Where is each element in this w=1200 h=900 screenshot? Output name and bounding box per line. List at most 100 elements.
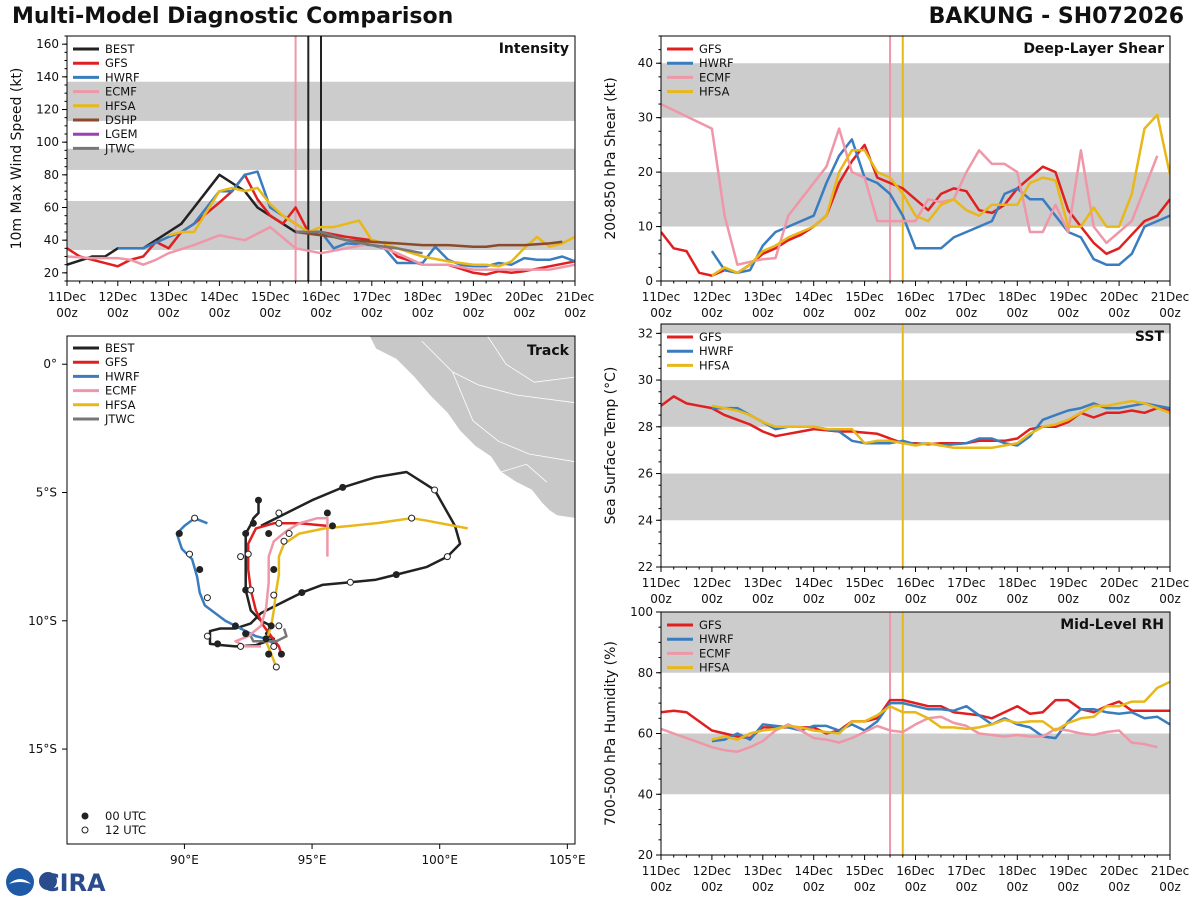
legend-label: ECMF bbox=[105, 85, 137, 99]
marker-00utc bbox=[265, 650, 273, 658]
x-tick-label: 00z bbox=[1057, 306, 1079, 320]
x-tick-label: 00z bbox=[905, 306, 927, 320]
province-border bbox=[452, 371, 575, 463]
x-tick-label: 00z bbox=[701, 306, 723, 320]
x-tick-label: 14Dec bbox=[794, 290, 833, 304]
x-tick-label: 11Dec bbox=[642, 576, 681, 590]
marker-12utc bbox=[275, 519, 283, 527]
legend-label: HFSA bbox=[105, 398, 136, 412]
x-tick-label: 00z bbox=[107, 306, 129, 320]
province-border bbox=[500, 463, 548, 483]
x-tick-label: 13Dec bbox=[149, 290, 188, 304]
x-tick-label: 21Dec bbox=[556, 290, 595, 304]
y-tick-label: 32 bbox=[638, 326, 653, 340]
lat-tick-label: 15°S bbox=[28, 742, 57, 756]
x-tick-label: 20Dec bbox=[1100, 864, 1139, 878]
y-tick-label: 40 bbox=[638, 787, 653, 801]
y-tick-label: 100 bbox=[630, 605, 653, 619]
x-tick-label: 20Dec bbox=[505, 290, 544, 304]
legend-label: HFSA bbox=[699, 661, 730, 675]
lon-tick-label: 95°E bbox=[298, 853, 327, 867]
x-tick-label: 00z bbox=[259, 306, 281, 320]
page-title: Multi-Model Diagnostic Comparison bbox=[12, 4, 454, 29]
marker-00utc bbox=[231, 622, 239, 630]
x-tick-label: 19Dec bbox=[1049, 576, 1088, 590]
legend-label: DSHP bbox=[105, 113, 137, 127]
marker-12utc bbox=[270, 642, 278, 650]
x-tick-label: 00z bbox=[1108, 306, 1130, 320]
series-gfs bbox=[67, 173, 575, 276]
x-tick-label: 00z bbox=[1057, 880, 1079, 894]
y-tick-label: 30 bbox=[638, 111, 653, 125]
x-tick-label: 13Dec bbox=[744, 290, 783, 304]
x-tick-label: 00z bbox=[158, 306, 180, 320]
panel-title: SST bbox=[1135, 329, 1165, 345]
panel-intensity: 20 40 60 80 100 120 140 160 11Dec 00z 12Dec 00z 13De… bbox=[9, 35, 595, 320]
marker-00utc bbox=[242, 630, 250, 638]
marker-12utc bbox=[247, 586, 255, 594]
globe-icon bbox=[39, 872, 57, 890]
y-tick-label: 20 bbox=[44, 266, 59, 280]
legend-label: ECMF bbox=[699, 70, 731, 84]
series-hfsa bbox=[711, 680, 1170, 741]
track-hfsa bbox=[264, 516, 469, 668]
legend-label: HWRF bbox=[699, 632, 734, 646]
lon-tick-label: 100°E bbox=[421, 853, 458, 867]
x-tick-label: 20Dec bbox=[1100, 290, 1139, 304]
legend-label: LGEM bbox=[105, 127, 138, 141]
legend-label: HWRF bbox=[105, 70, 140, 84]
x-tick-label: 00z bbox=[752, 306, 774, 320]
x-tick-label: 00z bbox=[513, 306, 535, 320]
panel-title: Deep-Layer Shear bbox=[1023, 41, 1164, 57]
x-tick-label: 00z bbox=[854, 306, 876, 320]
y-tick-label: 28 bbox=[638, 420, 653, 434]
x-tick-label: 15Dec bbox=[251, 290, 290, 304]
y-tick-label: 160 bbox=[36, 37, 59, 51]
track-hwrf bbox=[175, 516, 275, 645]
x-tick-label: 00z bbox=[650, 880, 672, 894]
shaded-band bbox=[661, 733, 1170, 795]
y-axis-label: 200-850 hPa Shear (kt) bbox=[603, 77, 619, 239]
legend-marker-12 bbox=[81, 826, 89, 834]
panel-track: 90°E 95°E 100°E 105°E 0° 5°S 10°S 15°S Track BEST… bbox=[28, 335, 586, 867]
panel-shear: 0 10 20 30 40 11Dec 00z 12Dec 00z 13Dec 00z 14Dec 00… bbox=[603, 35, 1189, 320]
x-tick-label: 18Dec bbox=[998, 576, 1037, 590]
marker-12utc bbox=[244, 550, 252, 558]
panel-title: Intensity bbox=[499, 41, 569, 57]
legend-label: GFS bbox=[699, 618, 722, 632]
shaded-band bbox=[661, 63, 1170, 118]
series-ecmf bbox=[661, 715, 1158, 753]
map-area bbox=[175, 336, 575, 671]
x-tick-label: 21Dec bbox=[1151, 576, 1190, 590]
marker-00utc bbox=[262, 635, 270, 643]
marker-12utc bbox=[203, 632, 211, 640]
land-sumatra bbox=[369, 336, 575, 519]
legend-label: HWRF bbox=[105, 369, 140, 383]
x-tick-label: 16Dec bbox=[896, 290, 935, 304]
x-tick-label: 15Dec bbox=[845, 576, 884, 590]
x-tick-label: 15Dec bbox=[845, 864, 884, 878]
marker-12utc bbox=[285, 530, 293, 538]
x-tick-label: 00z bbox=[1159, 306, 1181, 320]
x-tick-label: 17Dec bbox=[353, 290, 392, 304]
series-hwrf bbox=[711, 701, 1170, 743]
marker-00utc bbox=[265, 530, 273, 538]
marker-00utc bbox=[254, 496, 262, 504]
x-tick-label: 12Dec bbox=[99, 290, 138, 304]
y-tick-label: 140 bbox=[36, 70, 59, 84]
x-tick-label: 00z bbox=[463, 306, 485, 320]
plot-area bbox=[67, 36, 575, 281]
plot-area bbox=[661, 612, 1170, 855]
marker-00utc bbox=[175, 530, 183, 538]
panel-title: Track bbox=[527, 343, 570, 359]
cira-logo-text: CIRA bbox=[42, 869, 106, 897]
x-tick-label: 13Dec bbox=[744, 864, 783, 878]
marker-00utc bbox=[214, 640, 222, 648]
marker-00utc bbox=[249, 519, 257, 527]
y-tick-label: 10 bbox=[638, 220, 653, 234]
x-tick-label: 00z bbox=[1108, 880, 1130, 894]
shaded-band bbox=[661, 473, 1170, 521]
legend-label: 00 UTC bbox=[105, 809, 146, 823]
x-tick-label: 00z bbox=[56, 306, 78, 320]
x-tick-label: 00z bbox=[1007, 592, 1029, 606]
